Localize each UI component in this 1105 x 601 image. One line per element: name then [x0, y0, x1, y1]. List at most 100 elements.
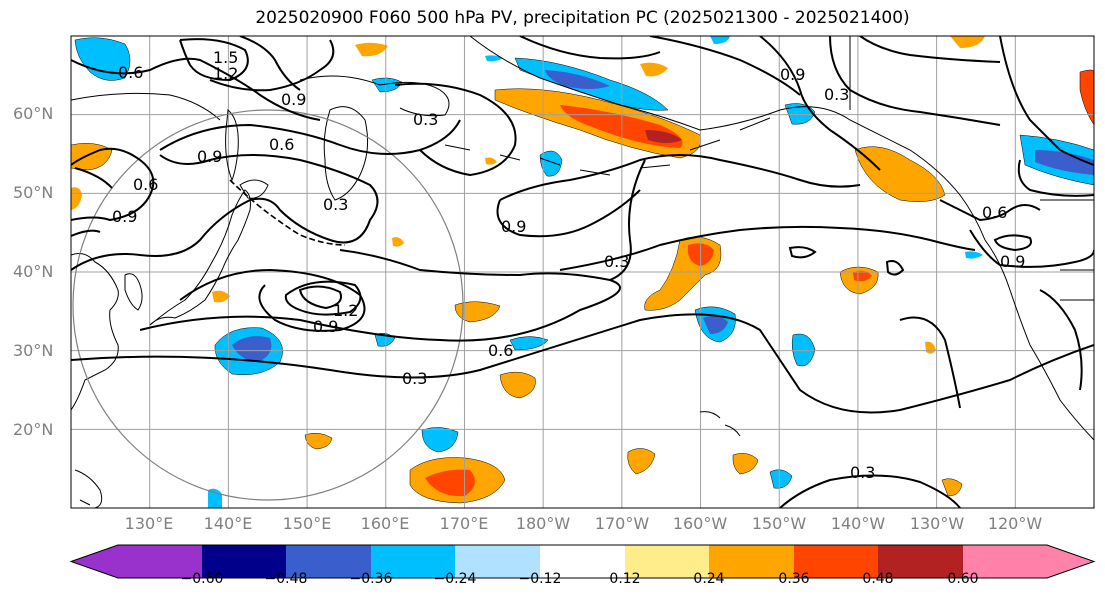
precip-pos-blob: [454, 301, 501, 323]
precip-pos-blob: [212, 290, 230, 303]
pv-contour: [71, 313, 1094, 414]
contour-label: 0.9: [780, 65, 805, 84]
pv-contours: [71, 36, 1094, 508]
lon-label: 140°W: [830, 514, 886, 533]
precip-neg-blob: [791, 333, 816, 367]
coastline-sakhalin: [225, 109, 239, 182]
precip-pos-blob: [925, 341, 936, 354]
colorbar-segment: [709, 545, 794, 578]
lon-label: 160°W: [672, 514, 728, 533]
precip-pos-blob: [392, 237, 404, 247]
pv-contour: [859, 36, 1001, 63]
lat-label: 40°N: [13, 262, 54, 281]
pv-contour: [179, 38, 249, 82]
precip-pos-blob: [732, 453, 759, 475]
precip-pos-blob: [645, 130, 682, 143]
precip-pos-blob: [499, 371, 536, 399]
contour-label: 0.3: [402, 369, 427, 388]
lon-label: 130°E: [124, 514, 174, 533]
contour-label: 1.2: [333, 301, 358, 320]
coastline-philippines: [74, 469, 103, 508]
precip-neg-blob: [769, 469, 793, 489]
precip-neg-blob: [784, 103, 816, 125]
precip-pos-blob: [941, 478, 963, 497]
pv-contour: [496, 189, 641, 238]
precip-pos-blob: [425, 469, 475, 497]
pv-contour: [885, 260, 905, 276]
precip-neg-blob: [1035, 150, 1094, 175]
contour-label: 0.9: [112, 207, 137, 226]
colorbar-segment: [625, 545, 709, 578]
contour-label: 0.9: [1000, 252, 1025, 271]
pv-contour: [139, 249, 621, 342]
pv-contour: [993, 234, 1032, 252]
contour-label: 0.3: [824, 85, 849, 104]
contour-label-group: 1.5 1.2 0.9 0.6 0.6 0.6 0.9 0.3 0.3 0.9 …: [112, 48, 1025, 482]
pv-contour: [1039, 289, 1083, 391]
contour-label: 0.3: [323, 195, 348, 214]
colorbar-extend-max: [1047, 545, 1094, 578]
coastline-chukotka: [299, 75, 450, 117]
colorbar-segment: [963, 545, 1047, 578]
precip-pos-blob: [627, 448, 656, 475]
precip-pos-blob: [304, 432, 333, 450]
contour-label: 0.3: [604, 252, 629, 271]
pv-contour: [71, 154, 379, 271]
lat-label: 50°N: [13, 183, 54, 202]
lon-label: 150°E: [282, 514, 332, 533]
reference-circle: [72, 109, 464, 501]
colorbar-outline: [69, 544, 1096, 579]
colorbar-segment: [286, 545, 371, 578]
pv-contour: [609, 159, 646, 281]
coastline-japan: [149, 189, 251, 326]
pv-contour: [899, 316, 961, 409]
pv-contour: [159, 119, 461, 155]
precip-pos-blob: [71, 187, 82, 210]
contour-label: 0.3: [413, 110, 438, 129]
colorbar-tick-label: −0.24: [433, 571, 477, 587]
colorbar: [69, 544, 1096, 579]
contour-label: 0.6: [118, 63, 143, 82]
pv-contour: [71, 57, 321, 121]
pv-contour: [499, 154, 861, 201]
precip-pos-blob: [854, 146, 946, 202]
pv-contour: [999, 36, 1094, 166]
pv-contour: [209, 39, 335, 92]
coastlines: [71, 36, 1094, 508]
precip-neg-blob: [509, 336, 549, 351]
precip-neg-blob: [74, 37, 131, 81]
coastline-hawaii: [699, 411, 741, 437]
contour-label: 0.6: [133, 175, 158, 194]
coastline-asia: [71, 253, 119, 411]
coastline-okhotsk: [71, 92, 221, 121]
lon-label: 150°W: [751, 514, 807, 533]
colorbar-segment: [371, 545, 455, 578]
colorbar-tick-label: −0.60: [180, 571, 224, 587]
colorbar-tick-label: 0.24: [693, 571, 725, 587]
colorbar-tick-label: −0.48: [264, 571, 308, 587]
colorbar-tick-label: 0.60: [947, 571, 979, 587]
lat-label: 30°N: [13, 341, 54, 360]
coastline-aleutians: [444, 117, 771, 176]
coastline-na-west: [984, 239, 1094, 441]
precip-pos-blob: [1079, 69, 1094, 126]
pv-contour: [788, 246, 817, 259]
precip-neg-blob: [965, 251, 983, 259]
contour-label: 1.5: [213, 48, 238, 67]
lon-label: 180°W: [515, 514, 571, 533]
pv-contour: [779, 474, 961, 508]
pv-contour: [71, 229, 101, 237]
precip-neg-blob: [485, 55, 503, 62]
colorbar-tick-label: −0.12: [518, 571, 562, 587]
colorbar-segment: [878, 545, 963, 578]
precip-neg-blob: [232, 336, 272, 361]
coastline-korea: [124, 273, 143, 311]
map-frame: [70, 35, 1095, 509]
lon-label: 170°E: [439, 514, 489, 533]
lon-label: 140°E: [203, 514, 253, 533]
pv-contour: [284, 280, 362, 316]
colorbar-extend-min: [71, 545, 118, 578]
precip-neg-blob: [421, 427, 459, 453]
colorbar-tick-label: −0.36: [349, 571, 393, 587]
